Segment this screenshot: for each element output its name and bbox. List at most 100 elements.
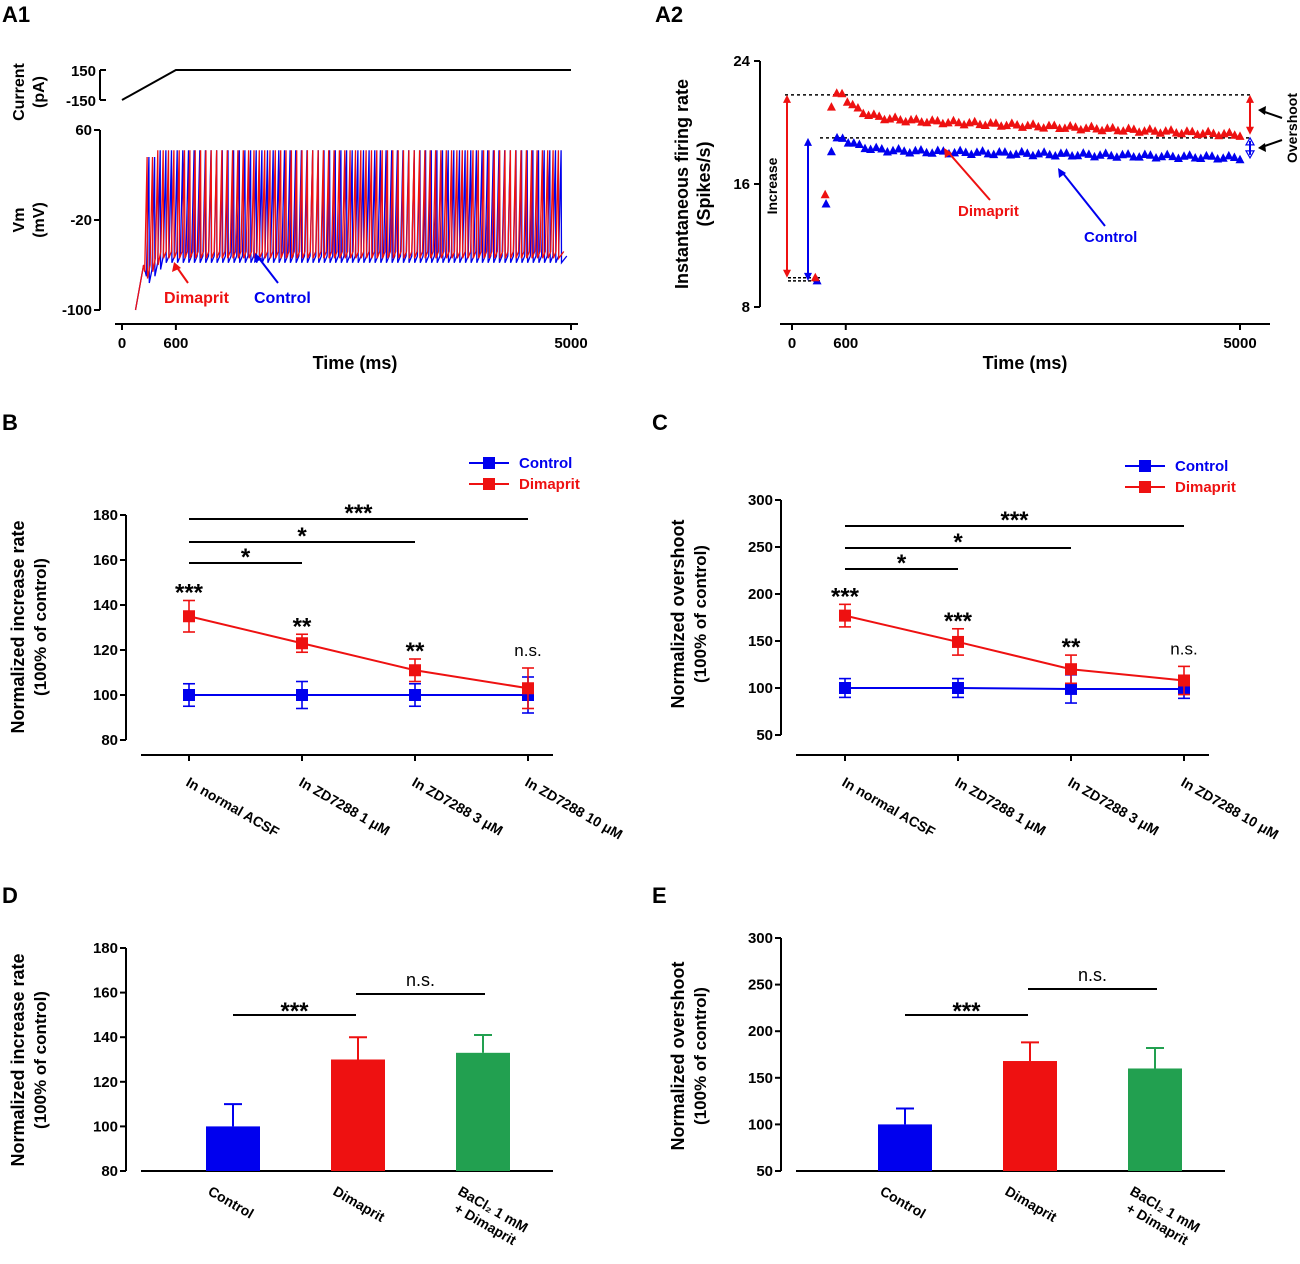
a2-point-control-35 [1022, 148, 1032, 157]
a2-point-control-46 [1084, 149, 1094, 158]
c-legend-marker-control [1139, 460, 1151, 472]
a2-point-dimaprit-56 [1124, 123, 1134, 133]
c-point-dimaprit-1 [952, 635, 964, 648]
a2-point-dimaprit-76 [1230, 130, 1240, 139]
b-comparison-label-0: * [241, 544, 251, 571]
d-bar-2 [456, 1052, 510, 1171]
a2-point-dimaprit-46 [1071, 122, 1081, 131]
a1-xtick-label-2: 5000 [554, 335, 587, 352]
a2-point-control-64 [1185, 150, 1195, 159]
e-bar-2 [1128, 1068, 1182, 1171]
b-point-dimaprit-2 [409, 664, 421, 677]
a2-point-dimaprit-68 [1187, 126, 1197, 136]
a2-increase-label: Increase [764, 157, 780, 214]
d-xtick-label-1-0: Dimaprit [331, 1183, 388, 1225]
e-ytick-label-2: 150 [748, 1070, 773, 1087]
d-xtick-label-0-0: Control [206, 1183, 257, 1222]
a2-point-control-27 [978, 146, 988, 155]
a2-ytick-label-0: 24 [733, 53, 750, 70]
b-point-control-2 [409, 689, 421, 701]
c-ytick-label-5: 300 [748, 492, 773, 509]
a1-arrow-control [257, 256, 279, 284]
a2-point-control-66 [1196, 153, 1206, 163]
b-xtick-label-2: In ZD7288 3 μM [410, 774, 506, 839]
a2-xtick-label-1: 600 [833, 335, 858, 352]
a2-label-dimaprit: Dimaprit [958, 203, 1019, 220]
panel-d: Normalized increase rate (100% of contro… [8, 940, 553, 1248]
a2-point-dimaprit-2 [837, 88, 847, 98]
a2-point-control-19 [933, 145, 943, 155]
a2-point-dimaprit-39 [1033, 121, 1043, 131]
a2-point-control-initial-1 [821, 198, 831, 208]
a2-point-dimaprit-4 [848, 99, 858, 109]
b-xtick-label-3: In ZD7288 10 μM [523, 774, 626, 843]
a2-point-dimaprit-initial-1 [820, 189, 830, 199]
a2-point-control-12 [894, 143, 904, 153]
a2-increase-arrowhead-control-bottom [804, 272, 812, 281]
a2-point-control-51 [1112, 152, 1122, 161]
a2-point-control-57 [1145, 150, 1155, 159]
a2-increase-arrowhead-dimaprit-bottom [783, 269, 791, 278]
c-point-sig-0: *** [831, 583, 860, 610]
a2-point-control-29 [989, 149, 999, 159]
a2-ylabel-line2: (Spikes/s) [694, 141, 714, 226]
a2-point-control-30 [994, 146, 1004, 156]
panel-label-b: B [2, 410, 18, 435]
a2-point-control-4 [849, 138, 859, 147]
b-legend-label-control: Control [519, 455, 572, 472]
a2-xtick-label-2: 5000 [1223, 335, 1256, 352]
b-point-sig-3: n.s. [514, 641, 541, 660]
a2-point-dimaprit-initial-0 [810, 272, 820, 282]
a2-point-control-2 [838, 133, 848, 142]
a2-arrowhead-dimaprit [944, 148, 952, 158]
a2-point-dimaprit-72 [1208, 128, 1218, 137]
a2-point-dimaprit-70 [1198, 128, 1208, 138]
b-ylabel-line1: Normalized increase rate [8, 520, 28, 733]
a1-vm-ytick-label-1: -20 [70, 212, 92, 229]
panel-label-a2: A2 [655, 2, 683, 27]
d-ytick-label-0: 80 [101, 1163, 118, 1180]
d-comparison-label-1: n.s. [406, 970, 435, 990]
a2-point-control-68 [1207, 151, 1217, 160]
c-point-sig-3: n.s. [1170, 639, 1197, 658]
b-point-dimaprit-3 [522, 682, 534, 695]
a2-point-dimaprit-61 [1150, 126, 1160, 135]
a2-point-dimaprit-35 [1012, 119, 1022, 129]
e-ytick-label-5: 300 [748, 930, 773, 947]
a2-point-control-14 [905, 148, 915, 157]
a2-point-dimaprit-57 [1129, 124, 1139, 133]
a2-point-dimaprit-65 [1171, 128, 1181, 137]
e-xtick-label-1-0: Dimaprit [1003, 1183, 1060, 1225]
a2-point-control-17 [922, 147, 932, 157]
a2-xlabel: Time (ms) [983, 353, 1068, 373]
e-ylabel-line2: (100% of control) [691, 987, 710, 1125]
c-comparison-label-2: *** [1000, 507, 1029, 534]
c-legend-marker-dimaprit [1139, 481, 1151, 493]
a2-point-control-71 [1224, 150, 1234, 160]
e-bar-1 [1003, 1061, 1057, 1171]
a1-xtick-label-1: 600 [163, 335, 188, 352]
e-comparison-label-1: n.s. [1078, 965, 1107, 985]
a2-point-control-56 [1140, 149, 1150, 159]
panel-a1: Current (pA) 150 -150 Vm (mV) Time (ms) … [11, 62, 588, 373]
a2-point-dimaprit-22 [943, 117, 953, 127]
a2-point-control-73 [1235, 154, 1245, 164]
a2-increase-arrowhead-control-top [804, 137, 812, 146]
a2-point-control-13 [899, 146, 909, 155]
a2-point-dimaprit-8 [869, 109, 879, 118]
a2-xtick-label-0: 0 [788, 335, 796, 352]
c-point-control-2 [1065, 682, 1077, 695]
a2-point-dimaprit-55 [1118, 126, 1128, 135]
b-point-sig-1: ** [293, 613, 312, 640]
e-ytick-label-0: 50 [756, 1163, 773, 1180]
b-point-sig-2: ** [406, 638, 425, 665]
a2-point-control-8 [871, 142, 881, 152]
a1-label-control: Control [254, 290, 311, 307]
e-ytick-label-3: 200 [748, 1023, 773, 1040]
b-comparison-label-1: * [297, 523, 307, 550]
a2-point-control-22 [950, 147, 960, 157]
b-legend-marker-dimaprit [483, 478, 495, 490]
a2-point-dimaprit-53 [1108, 122, 1118, 132]
a2-point-control-67 [1201, 150, 1211, 160]
d-ytick-label-3: 140 [93, 1029, 118, 1046]
